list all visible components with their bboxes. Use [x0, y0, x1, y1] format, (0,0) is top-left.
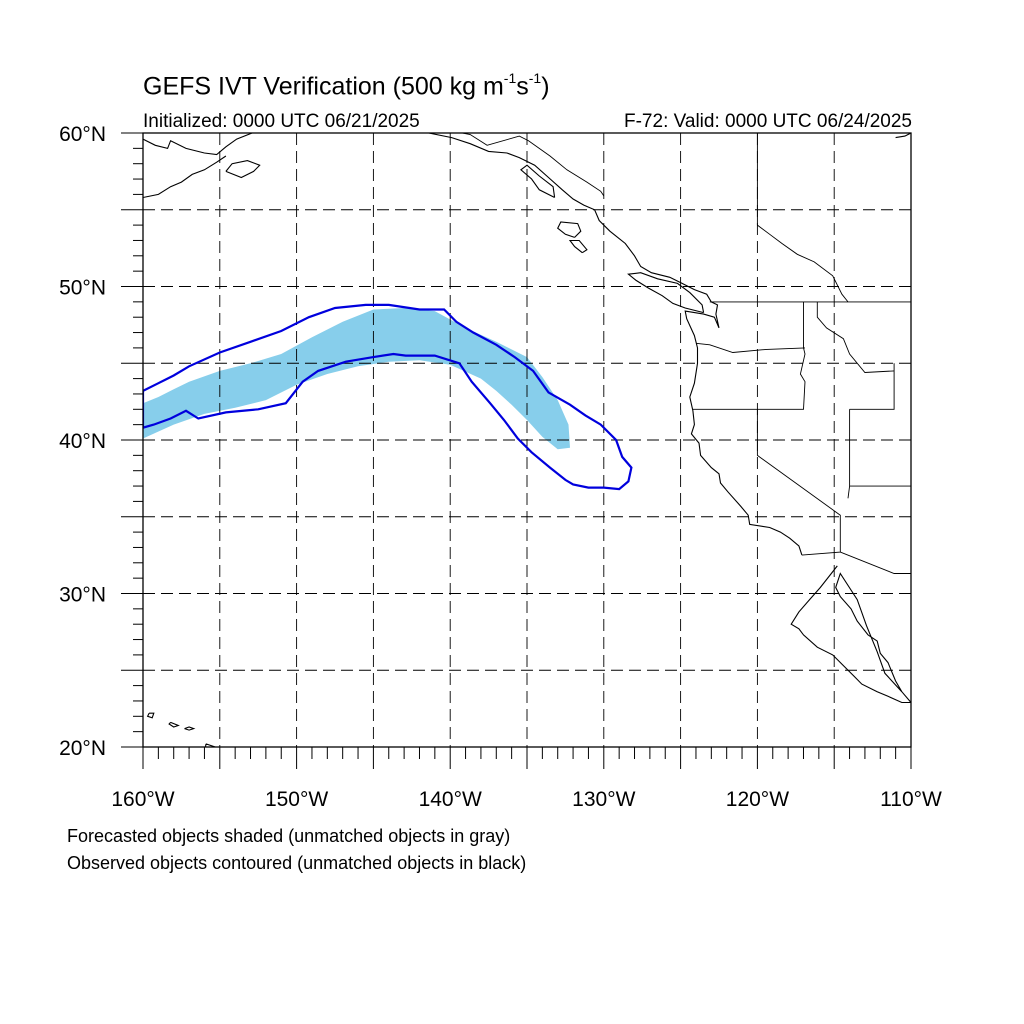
chart-title-exp2: -1 [528, 70, 542, 86]
lon-tick-label: 160°W [111, 788, 174, 811]
lat-tick-label: 40°N [59, 430, 106, 453]
lat-tick-label: 20°N [59, 737, 106, 760]
coastline [143, 133, 253, 156]
coastline [168, 721, 180, 728]
tick-marks [121, 132, 912, 769]
coastline-layer [143, 133, 911, 747]
gridline-layer [143, 133, 911, 747]
political-border [434, 133, 605, 197]
lon-tick-label: 130°W [572, 788, 635, 811]
political-border [756, 409, 841, 556]
forecast-ivt-object [143, 308, 570, 450]
lon-tick-label: 140°W [419, 788, 482, 811]
political-border [757, 224, 849, 303]
chart-title-exp1: -1 [503, 70, 517, 86]
coastline [895, 133, 911, 139]
political-border [847, 409, 851, 499]
lat-tick-label: 50°N [59, 277, 106, 300]
coastline [428, 133, 803, 556]
coastline [627, 272, 705, 314]
chart-title: GEFS IVT Verification (500 kg m-1s-1) [143, 70, 550, 101]
valid-time-label: F-72: Valid: 0000 UTC 06/24/2025 [624, 111, 912, 132]
political-border [840, 551, 911, 574]
chart-title-mid: s [516, 72, 529, 101]
observed-note: Observed objects contoured (unmatched ob… [67, 853, 527, 873]
lat-tick-label: 30°N [59, 584, 106, 607]
coastline [568, 239, 588, 254]
coastline [835, 572, 911, 703]
lat-tick-label: 60°N [59, 123, 106, 146]
lon-tick-label: 120°W [726, 788, 789, 811]
coastline [146, 712, 155, 719]
coastline [184, 726, 196, 731]
init-time-label: Initialized: 0000 UTC 06/21/2025 [143, 111, 420, 132]
observed-object-layer [143, 303, 633, 491]
coastline [557, 221, 582, 238]
lon-tick-label: 150°W [265, 788, 328, 811]
chart-title-close: ) [541, 72, 550, 101]
coastline [143, 155, 227, 199]
coastline [225, 160, 261, 179]
coastline [520, 164, 556, 198]
forecast-note: Forecasted objects shaded (unmatched obj… [67, 826, 511, 846]
political-border [816, 301, 895, 373]
political-border [692, 301, 806, 410]
coastline [790, 565, 911, 704]
chart-title-text: GEFS IVT Verification (500 kg m [143, 72, 504, 101]
axis-labels: 160°W 150°W 140°W 130°W 120°W 110°W 20°N 30°N 40… [59, 123, 942, 811]
observed-ivt-contour [143, 303, 633, 491]
forecast-object-layer [143, 308, 570, 450]
political-border [695, 342, 806, 353]
lon-tick-label: 110°W [880, 788, 942, 811]
political-border [849, 363, 895, 410]
